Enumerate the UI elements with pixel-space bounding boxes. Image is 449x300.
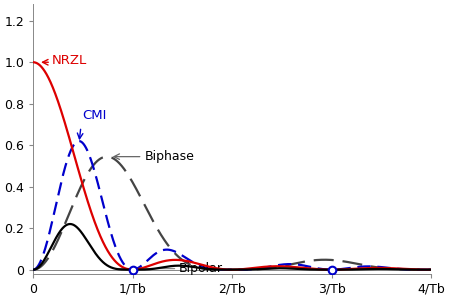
Text: Bipolar: Bipolar [178, 262, 222, 275]
Text: Biphase: Biphase [145, 150, 194, 163]
Text: NRZL: NRZL [52, 54, 88, 67]
Text: CMI: CMI [82, 110, 106, 122]
